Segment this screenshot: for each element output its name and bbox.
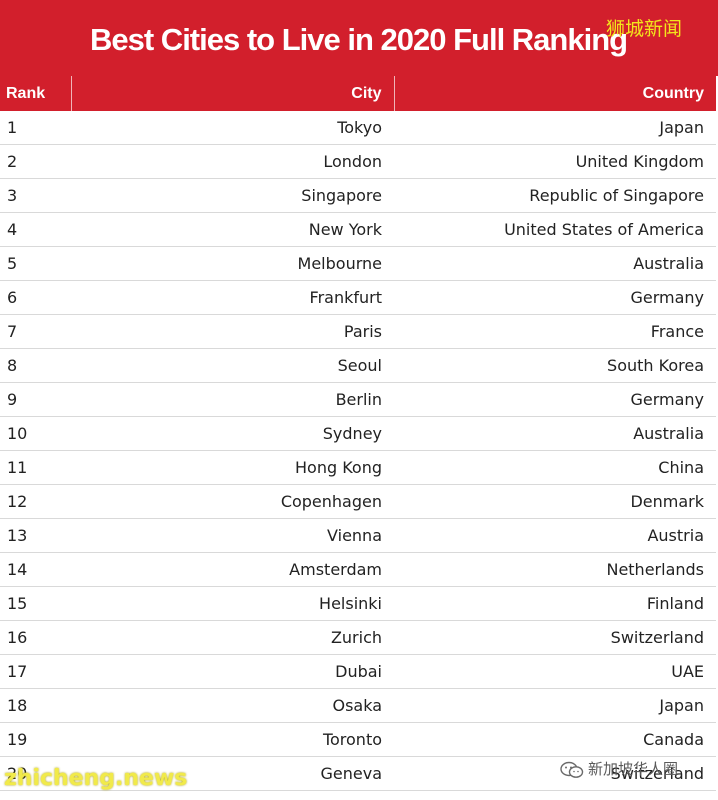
city-cell: Paris (71, 314, 394, 349)
city-cell: Copenhagen (71, 484, 394, 519)
city-cell: Vienna (71, 518, 394, 553)
rank-cell: 15 (0, 586, 71, 621)
rank-cell: 16 (0, 620, 71, 655)
country-cell: UAE (394, 654, 716, 689)
country-cell: Australia (394, 246, 716, 281)
rank-cell: 2 (0, 144, 71, 179)
city-cell: Zurich (71, 620, 394, 655)
table-row: 2 London United Kingdom (0, 144, 716, 179)
table-row: 8 Seoul South Korea (0, 348, 716, 383)
city-cell: Toronto (71, 722, 394, 757)
city-cell: Osaka (71, 688, 394, 723)
city-cell: Berlin (71, 382, 394, 417)
country-cell: Netherlands (394, 552, 716, 587)
table-row: 16 Zurich Switzerland (0, 620, 716, 655)
rank-cell: 4 (0, 212, 71, 247)
table-row: 7 Paris France (0, 314, 716, 349)
table-row: 1 Tokyo Japan (0, 111, 716, 145)
rank-cell: 20 (0, 756, 71, 791)
rank-cell: 14 (0, 552, 71, 587)
rank-cell: 10 (0, 416, 71, 451)
table-row: 10 Sydney Australia (0, 416, 716, 451)
table-row: 6 Frankfurt Germany (0, 280, 716, 315)
table-row: 18 Osaka Japan (0, 688, 716, 723)
table-row: 5 Melbourne Australia (0, 246, 716, 281)
rank-cell: 19 (0, 722, 71, 757)
country-cell: United States of America (394, 212, 716, 247)
country-cell: Denmark (394, 484, 716, 519)
city-cell: Tokyo (71, 111, 394, 145)
header-rank: Rank (0, 76, 71, 111)
rank-cell: 13 (0, 518, 71, 553)
country-cell: South Korea (394, 348, 716, 383)
rank-cell: 8 (0, 348, 71, 383)
city-cell: Sydney (71, 416, 394, 451)
city-cell: Seoul (71, 348, 394, 383)
table-row: 9 Berlin Germany (0, 382, 716, 417)
rank-cell: 9 (0, 382, 71, 417)
table-header: Rank City Country (0, 76, 716, 111)
country-cell: Japan (394, 688, 716, 723)
country-cell: Austria (394, 518, 716, 553)
country-cell: Canada (394, 722, 716, 757)
country-cell: Germany (394, 382, 716, 417)
country-cell: Japan (394, 111, 716, 145)
country-cell: Republic of Singapore (394, 178, 716, 213)
header-city: City (70, 76, 394, 111)
table-row: 19 Toronto Canada (0, 722, 716, 757)
country-cell: Switzerland (394, 756, 716, 791)
ranking-table: Rank City Country 1 Tokyo Japan 2 London Unit… (0, 76, 716, 791)
country-cell: Australia (394, 416, 716, 451)
rank-cell: 12 (0, 484, 71, 519)
country-cell: Switzerland (394, 620, 716, 655)
country-cell: United Kingdom (394, 144, 716, 179)
rank-cell: 5 (0, 246, 71, 281)
header-country: Country (393, 76, 716, 111)
table-row: 4 New York United States of America (0, 212, 716, 247)
city-cell: Geneva (71, 756, 394, 791)
table-row: 14 Amsterdam Netherlands (0, 552, 716, 587)
city-cell: London (71, 144, 394, 179)
site-watermark: zhicheng.news (4, 766, 188, 791)
table-row: 11 Hong Kong China (0, 450, 716, 485)
rank-cell: 17 (0, 654, 71, 689)
table-row: 15 Helsinki Finland (0, 586, 716, 621)
rank-cell: 6 (0, 280, 71, 315)
source-badge: 狮城新闻 (606, 18, 683, 40)
table-row: 12 Copenhagen Denmark (0, 484, 716, 519)
country-cell: France (394, 314, 716, 349)
city-cell: Dubai (71, 654, 394, 689)
country-cell: Finland (394, 586, 716, 621)
city-cell: Frankfurt (71, 280, 394, 315)
page-title: Best Cities to Live in 2020 Full Ranking (90, 22, 628, 57)
table-body: 1 Tokyo Japan 2 London United Kingdom 3 Singapo… (0, 111, 716, 791)
city-cell: Melbourne (71, 246, 394, 281)
wechat-icon (560, 761, 584, 778)
header-row: Rank City Country (0, 76, 716, 111)
rank-cell: 3 (0, 178, 71, 213)
title-banner: Best Cities to Live in 2020 Full Ranking… (0, 0, 718, 76)
table-row: 13 Vienna Austria (0, 518, 716, 553)
city-cell: New York (71, 212, 394, 247)
rank-cell: 11 (0, 450, 71, 485)
channel-name: 新加坡华人圈 (588, 760, 679, 778)
channel-watermark: 新加坡华人圈 (560, 758, 678, 779)
country-cell: China (394, 450, 716, 485)
table-row: 17 Dubai UAE (0, 654, 716, 689)
city-cell: Hong Kong (71, 450, 394, 485)
table-row: 20 Geneva Switzerland (0, 756, 716, 791)
city-cell: Singapore (71, 178, 394, 213)
country-cell: Germany (394, 280, 716, 315)
rank-cell: 1 (0, 111, 71, 145)
table-row: 3 Singapore Republic of Singapore (0, 178, 716, 213)
city-cell: Amsterdam (71, 552, 394, 587)
city-cell: Helsinki (71, 586, 394, 621)
rank-cell: 7 (0, 314, 71, 349)
rank-cell: 18 (0, 688, 71, 723)
